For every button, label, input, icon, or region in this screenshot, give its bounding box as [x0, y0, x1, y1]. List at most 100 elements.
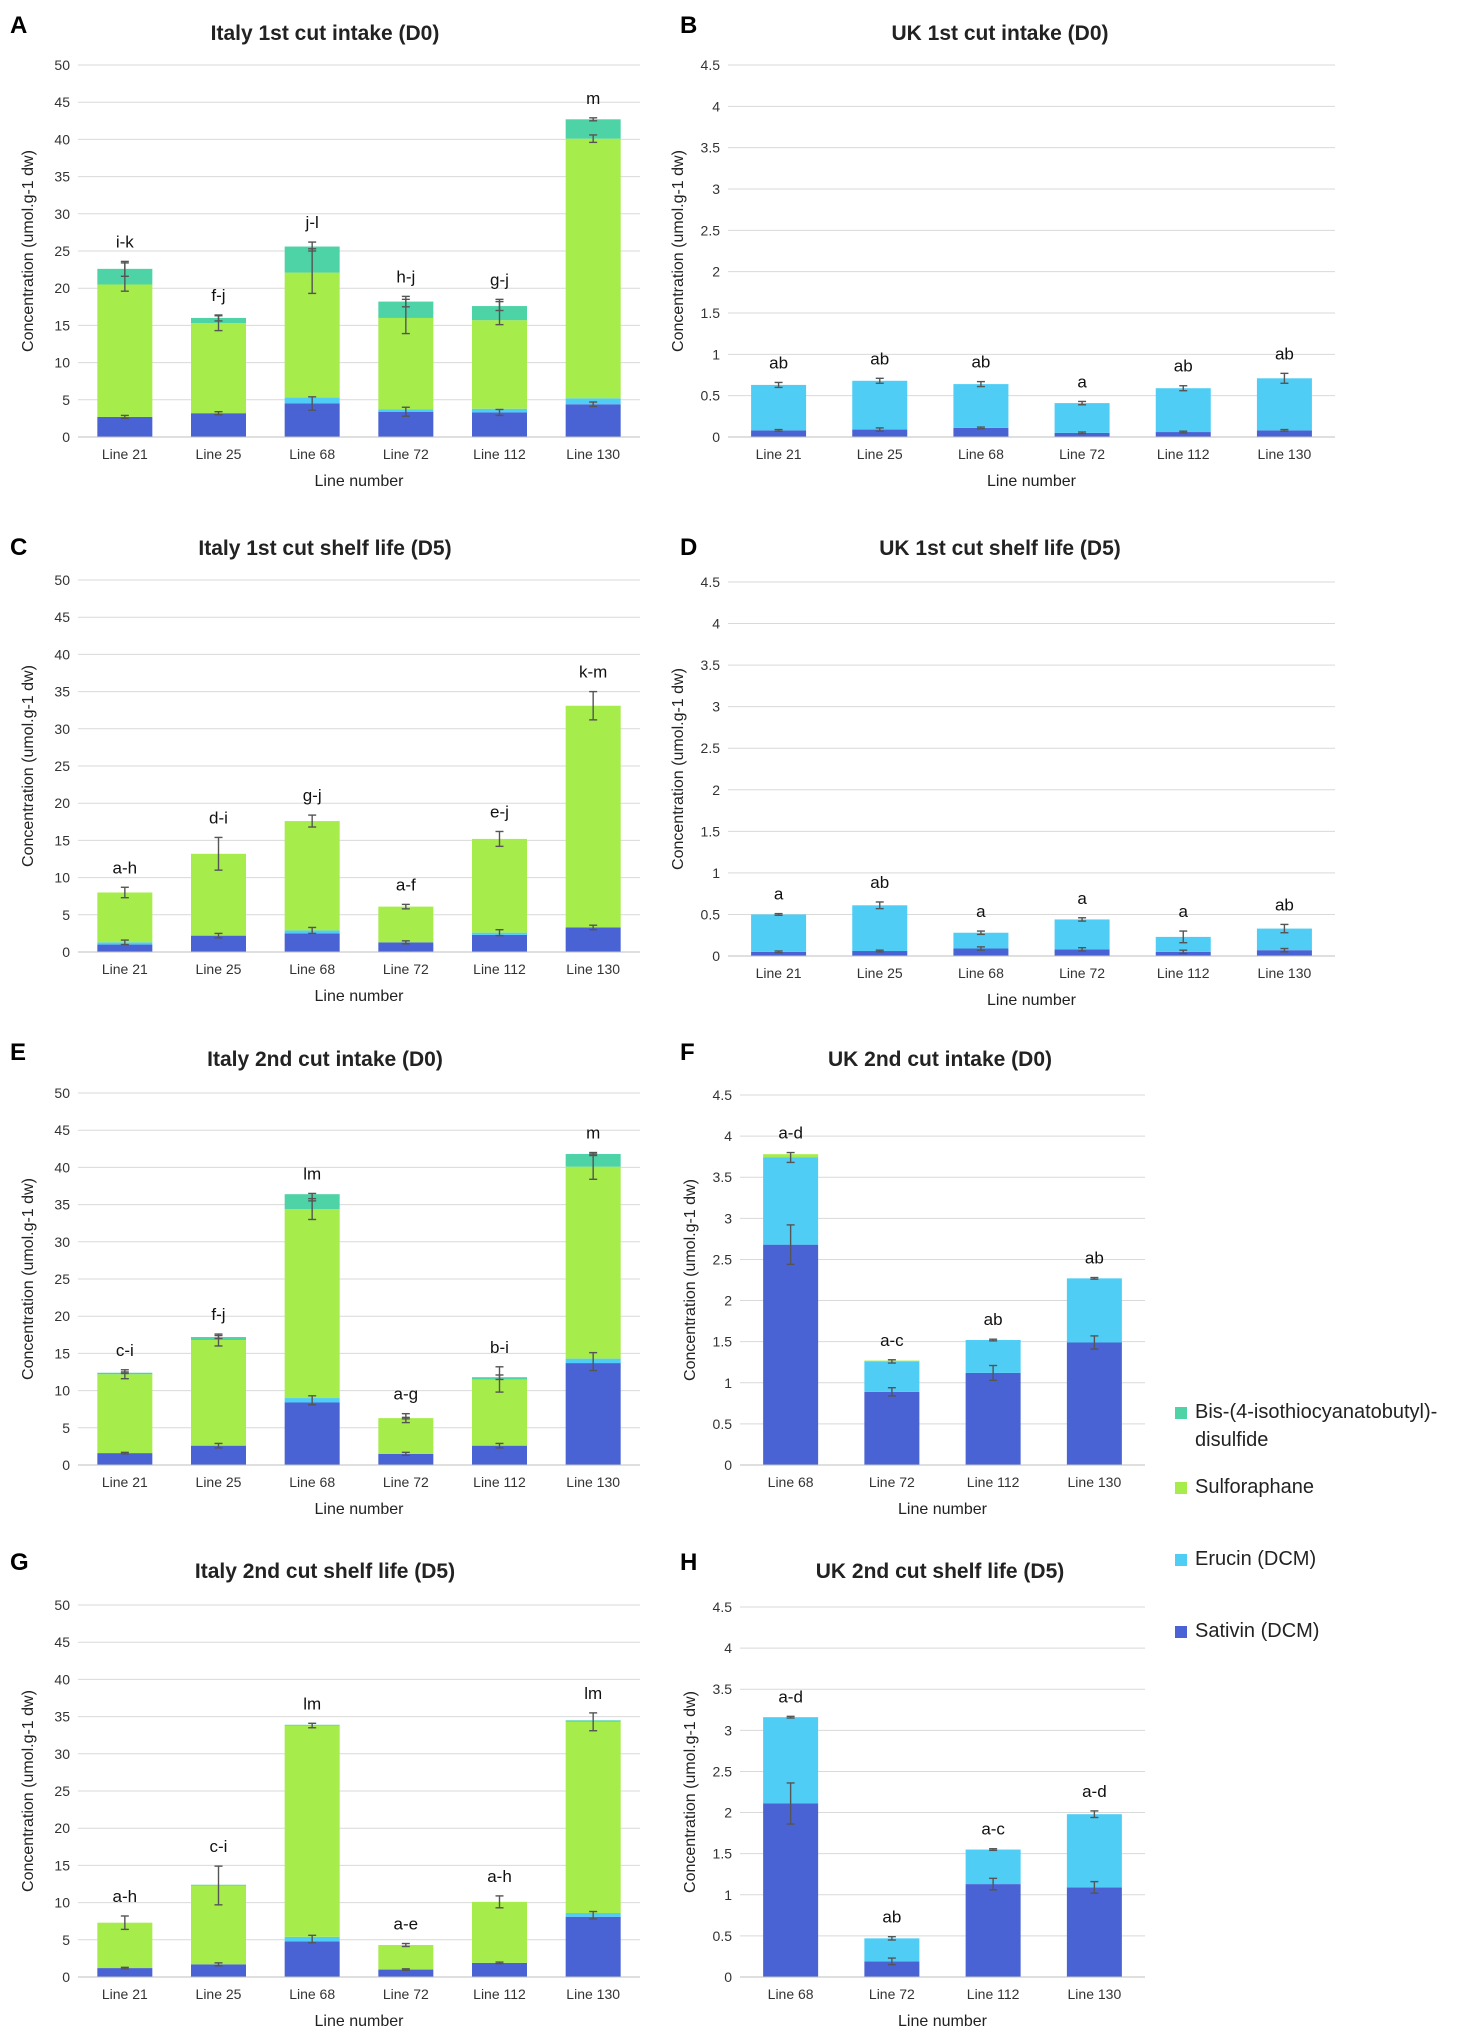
bar-segment: [472, 1901, 527, 1963]
y-tick-label: 3.5: [713, 1681, 733, 1697]
legend-label: Bis-(4-isothiocyanatobutyl)-: [1195, 1401, 1437, 1423]
chart-title: UK 2nd cut intake (D0): [828, 1048, 1052, 1071]
significance-label: a: [1077, 889, 1087, 908]
significance-label: ab: [1275, 895, 1294, 914]
bar-segment: [852, 905, 908, 952]
bar-segment: [1066, 1278, 1122, 1343]
bar-segment: [953, 427, 1009, 437]
x-tick-label: Line 72: [383, 1474, 429, 1490]
bar-segment: [763, 1244, 819, 1465]
x-tick-label: Line 112: [1157, 446, 1210, 462]
bar-segment: [565, 404, 621, 437]
x-tick-label: Line 68: [768, 1474, 814, 1490]
bar-segment: [97, 892, 153, 943]
chart-title: Italy 1st cut intake (D0): [211, 22, 440, 45]
x-tick-label: Line 21: [102, 446, 148, 462]
y-tick-label: 2.5: [713, 1763, 733, 1779]
significance-label: a: [1179, 902, 1189, 921]
y-axis-label: Concentration (umol.g-1 dw): [682, 1179, 699, 1381]
x-tick-label: Line 68: [289, 1474, 335, 1490]
y-tick-label: 1: [724, 1375, 732, 1391]
y-tick-label: 5: [62, 1420, 70, 1436]
legend-label: Sulforaphane: [1195, 1476, 1314, 1498]
y-tick-label: 3.5: [713, 1169, 733, 1185]
bar-segment: [284, 821, 340, 931]
y-tick-label: 30: [54, 1746, 70, 1762]
significance-label: a-c: [981, 1820, 1005, 1839]
bar-segment: [565, 1166, 621, 1359]
significance-label: ab: [870, 349, 889, 368]
significance-label: lm: [303, 1164, 321, 1183]
bar-segment: [864, 1391, 920, 1465]
y-tick-label: 15: [54, 832, 70, 848]
significance-label: b-i: [490, 1338, 509, 1357]
y-tick-label: 35: [54, 1709, 70, 1725]
x-tick-label: Line 112: [473, 1986, 526, 2002]
bar-segment: [953, 932, 1009, 949]
x-tick-label: Line 72: [383, 446, 429, 462]
y-tick-label: 20: [54, 280, 70, 296]
x-tick-label: Line 112: [967, 1474, 1020, 1490]
bar-segment: [191, 1340, 246, 1446]
bar-segment: [965, 1372, 1021, 1465]
bar-segment: [378, 1418, 434, 1454]
x-tick-label: Line 112: [473, 961, 526, 977]
x-axis-label: Line number: [987, 992, 1077, 1009]
y-tick-label: 1.5: [713, 1334, 733, 1350]
y-tick-label: 3: [724, 1722, 732, 1738]
significance-label: lm: [303, 1694, 321, 1713]
y-tick-label: 4.5: [713, 1087, 733, 1103]
legend-label: disulfide: [1195, 1429, 1268, 1451]
y-tick-label: 15: [54, 1345, 70, 1361]
bar-segment: [284, 1402, 340, 1465]
bar-segment: [284, 1941, 340, 1977]
chart-panel-b: B UK 1st cut intake (D0) 0 0.5 1 1.5 2 2.5 3 3.5 4…: [670, 12, 1335, 490]
bar-segment: [472, 1445, 527, 1465]
bar-segment: [751, 951, 807, 956]
chart-title: Italy 1st cut shelf life (D5): [198, 537, 451, 560]
y-tick-label: 5: [62, 392, 70, 408]
x-axis-label: Line number: [987, 473, 1077, 490]
panel-letter: A: [10, 12, 27, 39]
x-tick-label: Line 112: [473, 446, 526, 462]
x-tick-label: Line 130: [1068, 1986, 1122, 2002]
bar-segment: [565, 1721, 621, 1914]
x-tick-label: Line 72: [383, 1986, 429, 2002]
y-tick-label: 10: [54, 870, 70, 886]
chart-title: UK 1st cut intake (D0): [891, 22, 1108, 45]
significance-label: a-h: [113, 858, 138, 877]
y-tick-label: 25: [54, 243, 70, 259]
y-tick-label: 45: [54, 94, 70, 110]
y-tick-label: 3.5: [701, 140, 721, 156]
panel-letter: H: [680, 1549, 697, 1576]
y-axis-label: Concentration (umol.g-1 dw): [670, 150, 687, 352]
bar-segment: [852, 951, 908, 956]
bar-segment: [1256, 950, 1312, 956]
y-tick-label: 0: [712, 948, 720, 964]
bar-segment: [751, 914, 807, 952]
significance-label: a-g: [394, 1385, 419, 1404]
x-tick-label: Line 130: [566, 961, 620, 977]
x-tick-label: Line 72: [1059, 446, 1105, 462]
y-tick-label: 0.5: [713, 1928, 733, 1944]
bar-segment: [565, 705, 621, 928]
y-tick-label: 0: [62, 944, 70, 960]
y-axis-label: Concentration (umol.g-1 dw): [682, 1691, 699, 1893]
bar-segment: [1054, 403, 1110, 433]
x-axis-label: Line number: [898, 1501, 988, 1518]
y-tick-label: 1.5: [701, 305, 721, 321]
y-tick-label: 2: [724, 1293, 732, 1309]
bar-segment: [965, 1884, 1021, 1977]
bar-segment: [472, 838, 527, 933]
chart-panel-e: E Italy 2nd cut intake (D0) 0 5 10 15 20 25 30 35…: [10, 1039, 640, 1518]
x-axis-label: Line number: [898, 2013, 988, 2030]
x-tick-label: Line 72: [869, 1474, 915, 1490]
y-tick-label: 25: [54, 1271, 70, 1287]
bar-segment: [1054, 919, 1110, 950]
bar-segment: [191, 1964, 246, 1977]
significance-label: k-m: [579, 663, 607, 682]
significance-label: a-d: [1082, 1782, 1107, 1801]
legend: Bis-(4-isothiocyanatobutyl)- disulfide Sul…: [1175, 1401, 1437, 1642]
y-tick-label: 45: [54, 1634, 70, 1650]
